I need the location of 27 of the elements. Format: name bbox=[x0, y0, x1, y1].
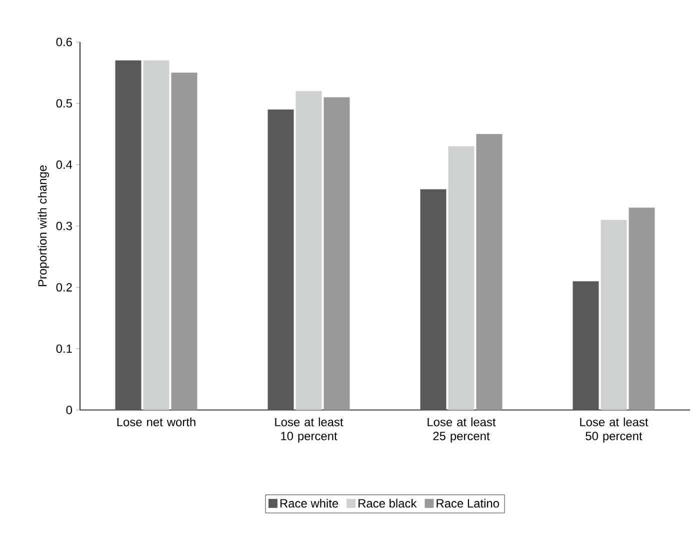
x-tick-label: Lose at least 50 percent bbox=[580, 418, 648, 443]
y-axis-title: Proportion with change bbox=[38, 165, 50, 286]
legend-label: Race black bbox=[358, 498, 417, 508]
bar bbox=[171, 72, 198, 410]
y-tick-label: 0.2 bbox=[56, 283, 72, 292]
y-tick-label: 0.1 bbox=[56, 344, 72, 353]
legend-label: Race Latino bbox=[436, 498, 499, 508]
x-tick-label: Lose net worth bbox=[117, 418, 196, 426]
bar bbox=[268, 109, 294, 410]
bar bbox=[143, 60, 170, 410]
bar bbox=[115, 60, 142, 410]
x-tick-label: Lose at least 25 percent bbox=[428, 418, 496, 443]
y-tick-label: 0.6 bbox=[56, 38, 72, 46]
bar bbox=[476, 134, 502, 410]
y-tick-label: 0 bbox=[66, 406, 72, 414]
bar bbox=[628, 208, 655, 410]
bar bbox=[420, 189, 446, 410]
y-tick-label: 0.4 bbox=[56, 160, 72, 169]
x-tick-label: Lose at least 10 percent bbox=[275, 418, 344, 443]
y-tick-label: 0.3 bbox=[56, 222, 72, 230]
y-tick-label: 0.5 bbox=[56, 99, 72, 108]
bar bbox=[600, 220, 627, 410]
bar bbox=[448, 146, 474, 410]
bar bbox=[324, 97, 350, 410]
bar bbox=[572, 281, 599, 410]
legend-label: Race white bbox=[280, 498, 338, 508]
bar bbox=[296, 91, 322, 410]
